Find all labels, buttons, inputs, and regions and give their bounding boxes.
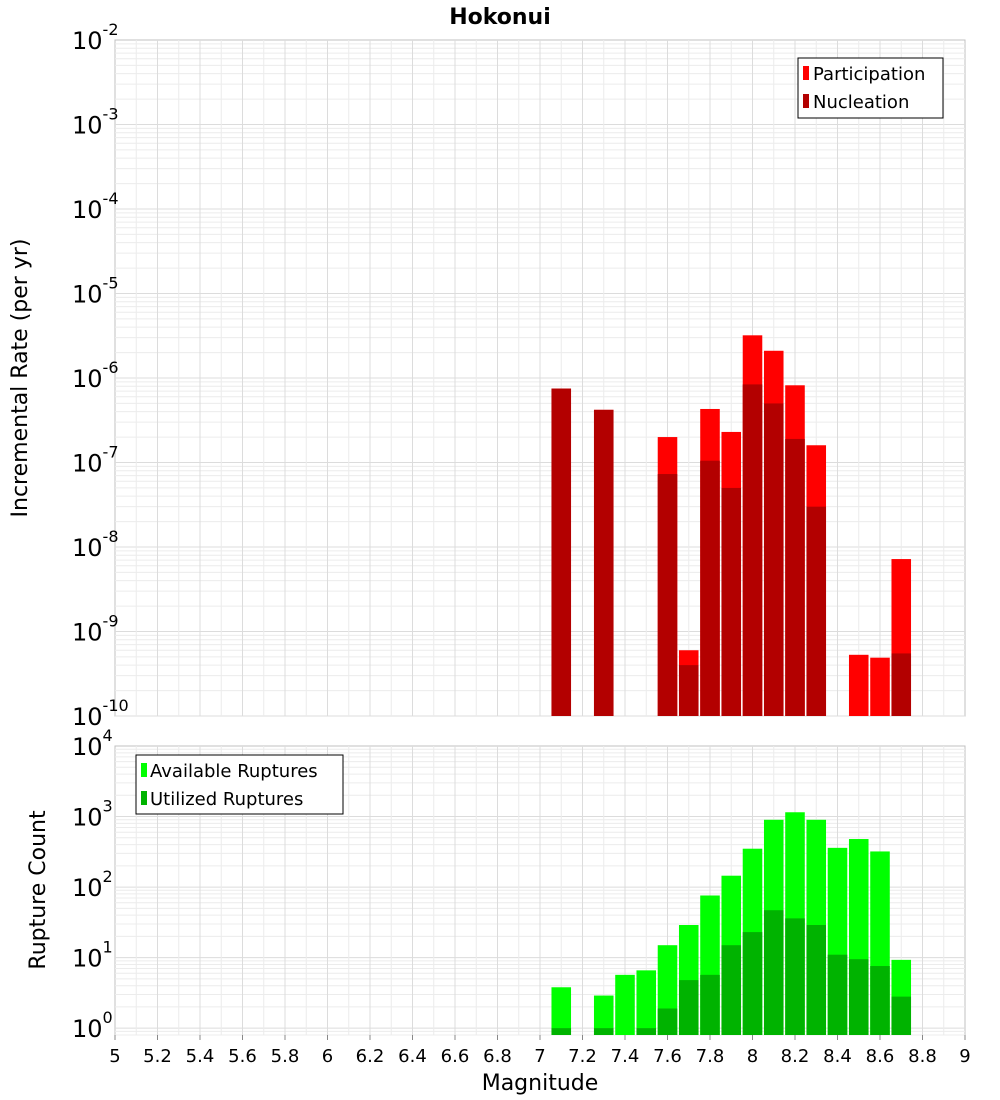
x-tick-label: 8.4 <box>823 1046 852 1067</box>
x-tick-label: 8 <box>747 1046 758 1067</box>
bottom-y-tick-labels: 100 101 102 103 104 <box>72 726 113 1043</box>
legend-swatch-utilized <box>141 791 147 805</box>
x-axis-label: Magnitude <box>482 1071 599 1096</box>
top-bar-nucleation <box>593 409 614 716</box>
bottom-bar-available-ruptures <box>636 970 657 1035</box>
x-tick-label: 5.2 <box>143 1046 172 1067</box>
x-tick-label: 9 <box>959 1046 970 1067</box>
x-tick-label: 5.6 <box>228 1046 257 1067</box>
top-bar-nucleation <box>785 438 805 716</box>
bottom-bar-utilized-ruptures <box>742 932 763 1035</box>
legend-label-available: Available Ruptures <box>150 761 318 782</box>
top-y-tick-label: 10-7 <box>72 443 119 478</box>
top-y-tick-label: 10-8 <box>72 527 119 562</box>
bottom-bar-utilized-ruptures <box>785 918 805 1035</box>
bottom-chart: 100 101 102 103 104 5 5.2 5.4 5.6 5.8 6 6.2 6.4 6.6 6… <box>26 726 971 1096</box>
x-tick-label: 5 <box>109 1046 120 1067</box>
top-bar-nucleation <box>891 653 912 716</box>
x-tick-label: 8.2 <box>781 1046 810 1067</box>
x-tick-label: 7.4 <box>611 1046 640 1067</box>
top-bar-nucleation <box>806 506 827 716</box>
chart-title: Hokonui <box>449 5 551 30</box>
bottom-bar-utilized-ruptures <box>657 1008 678 1035</box>
top-y-tick-label: 10-3 <box>72 105 119 140</box>
top-bar-nucleation <box>657 474 678 716</box>
bottom-bar-utilized-ruptures <box>763 910 784 1035</box>
x-tick-label: 7.2 <box>568 1046 597 1067</box>
x-tick-labels: 5 5.2 5.4 5.6 5.8 6 6.2 6.4 6.6 6.8 7 7.2 7.4 7.6 7.8 8… <box>109 1035 971 1067</box>
bottom-bar-utilized-ruptures <box>636 1028 657 1035</box>
x-tick-label: 5.4 <box>186 1046 215 1067</box>
legend-label-utilized: Utilized Ruptures <box>150 789 303 810</box>
x-tick-label: 8.6 <box>866 1046 895 1067</box>
top-grid <box>115 40 965 717</box>
bottom-bar-utilized-ruptures <box>593 1028 614 1035</box>
x-tick-label: 7 <box>534 1046 545 1067</box>
bottom-bar-utilized-ruptures <box>806 925 827 1035</box>
x-tick-label: 6.8 <box>483 1046 512 1067</box>
bottom-y-tick-label: 104 <box>72 726 113 761</box>
top-y-tick-label: 10-2 <box>72 20 119 55</box>
bottom-legend-box <box>135 754 344 815</box>
top-bars <box>551 335 912 716</box>
top-bar-participation <box>870 657 890 716</box>
bottom-bar-utilized-ruptures <box>848 959 869 1035</box>
x-tick-label: 5.8 <box>271 1046 300 1067</box>
bottom-bar-utilized-ruptures <box>827 954 848 1035</box>
bottom-y-tick-label: 101 <box>72 938 113 973</box>
legend-swatch-available <box>141 763 147 777</box>
bottom-y-tick-label: 103 <box>72 797 113 832</box>
x-tick-label: 6.6 <box>441 1046 470 1067</box>
bottom-bar-available-ruptures <box>551 987 572 1035</box>
x-tick-label: 7.6 <box>653 1046 682 1067</box>
x-tick-label: 6 <box>322 1046 333 1067</box>
bottom-y-tick-label: 102 <box>72 867 113 902</box>
bottom-bar-available-ruptures <box>593 995 614 1035</box>
top-bar-nucleation <box>678 665 699 716</box>
top-y-tick-label: 10-9 <box>72 612 119 647</box>
legend-label-nucleation: Nucleation <box>813 92 909 113</box>
top-bar-nucleation <box>551 388 572 716</box>
bottom-y-tick-label: 100 <box>72 1008 113 1043</box>
x-tick-label: 6.4 <box>398 1046 427 1067</box>
bottom-bar-utilized-ruptures <box>551 1028 572 1035</box>
legend-label-participation: Participation <box>813 64 925 85</box>
top-y-tick-label: 10-4 <box>72 189 119 224</box>
x-tick-label: 7.8 <box>696 1046 725 1067</box>
bottom-legend: Available Ruptures Utilized Ruptures <box>135 754 344 815</box>
x-tick-label: 6.2 <box>356 1046 385 1067</box>
bottom-y-axis-label: Rupture Count <box>26 810 51 970</box>
bottom-bar-utilized-ruptures <box>870 966 890 1035</box>
top-bar-nucleation <box>742 384 763 716</box>
top-bar-participation <box>848 654 869 716</box>
top-y-tick-labels: 10-10 10-9 10-8 10-7 10-6 10-5 10-4 10-3 10-2 <box>72 20 129 731</box>
top-y-tick-label: 10-6 <box>72 358 119 393</box>
bottom-bar-utilized-ruptures <box>678 980 699 1035</box>
top-bar-nucleation <box>721 487 742 716</box>
top-y-tick-label: 10-5 <box>72 274 119 309</box>
bottom-bars <box>551 812 912 1035</box>
top-y-axis-label: Incremental Rate (per yr) <box>8 239 33 518</box>
top-chart: 10-10 10-9 10-8 10-7 10-6 10-5 10-4 10-3 10-2 In… <box>8 20 966 731</box>
top-y-tick-label: 10-10 <box>72 696 129 731</box>
bottom-bar-utilized-ruptures <box>721 945 742 1035</box>
top-legend-box <box>797 57 944 119</box>
top-bar-nucleation <box>763 403 784 716</box>
legend-swatch-nucleation <box>803 94 809 108</box>
bottom-bar-utilized-ruptures <box>891 996 912 1035</box>
top-legend: Participation Nucleation <box>797 57 944 119</box>
legend-swatch-participation <box>803 66 809 80</box>
x-tick-label: 8.8 <box>908 1046 937 1067</box>
bottom-bar-utilized-ruptures <box>700 974 720 1035</box>
top-bar-nucleation <box>700 460 720 716</box>
bottom-bar-available-ruptures <box>615 974 635 1035</box>
